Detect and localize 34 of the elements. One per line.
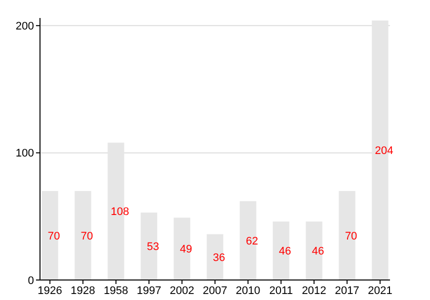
bar: [272, 221, 290, 280]
data-label: 70: [80, 230, 94, 242]
x-tick-label: 1997: [136, 285, 162, 297]
y-tick-label: 100: [16, 148, 34, 160]
bar: [338, 190, 356, 280]
y-tick-label: 0: [28, 274, 34, 287]
x-tick-label: 2012: [302, 285, 326, 297]
bar: [140, 212, 158, 280]
data-label: 70: [48, 230, 60, 242]
x-tick-label: 2010: [236, 285, 260, 297]
data-label: 204: [374, 145, 394, 158]
bar: [240, 201, 256, 280]
x-tick-label: 2002: [170, 285, 194, 297]
data-label: 46: [312, 246, 324, 258]
x-tick-label: 2007: [202, 285, 228, 297]
data-label: 49: [180, 244, 192, 256]
data-label: 108: [110, 206, 130, 218]
data-label: 62: [246, 235, 258, 248]
bar: [74, 190, 92, 280]
x-tick-label: 1958: [104, 285, 128, 297]
data-label: 36: [212, 252, 226, 264]
x-tick-label: 2017: [334, 285, 360, 297]
x-tick-label: 2021: [368, 285, 392, 297]
data-label: 70: [344, 230, 358, 242]
bar: [174, 218, 190, 280]
bar: [306, 221, 322, 280]
x-tick-label: 2011: [269, 285, 293, 297]
bar: [206, 234, 224, 280]
x-tick-label: 1928: [70, 285, 96, 297]
x-tick-label: 1926: [38, 285, 62, 297]
bar: [42, 190, 58, 280]
y-tick-label: 200: [16, 20, 34, 32]
data-label: 46: [278, 246, 292, 258]
data-label: 53: [146, 241, 160, 254]
